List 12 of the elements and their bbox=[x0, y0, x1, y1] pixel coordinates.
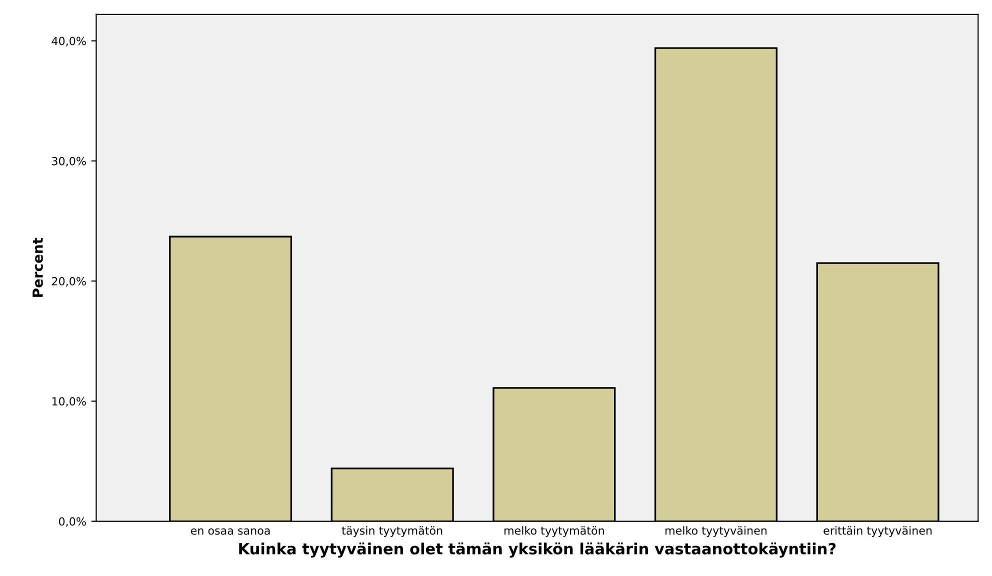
y-tick-label: 10,0% bbox=[52, 397, 86, 407]
y-axis-title: Percent bbox=[32, 238, 43, 297]
y-tick-label: 40,0% bbox=[52, 36, 86, 46]
y-tick-label: 30,0% bbox=[52, 156, 86, 166]
x-tick-label: täysin tyytymätön bbox=[342, 526, 442, 537]
x-tick-label: melko tyytymätön bbox=[504, 526, 604, 537]
x-tick-label: en osaa sanoa bbox=[190, 528, 270, 535]
x-tick-label: melko tyytyväinen bbox=[666, 526, 766, 537]
x-axis-title: Kuinka tyytyväinen olet tämän yksikön lääkärin vastaanottokäyntiin? bbox=[239, 542, 836, 558]
y-tick-label: 20,0% bbox=[52, 277, 86, 287]
y-tick-label: 0,0% bbox=[59, 517, 86, 527]
x-tick-label: erittäin tyytyväinen bbox=[824, 526, 932, 537]
